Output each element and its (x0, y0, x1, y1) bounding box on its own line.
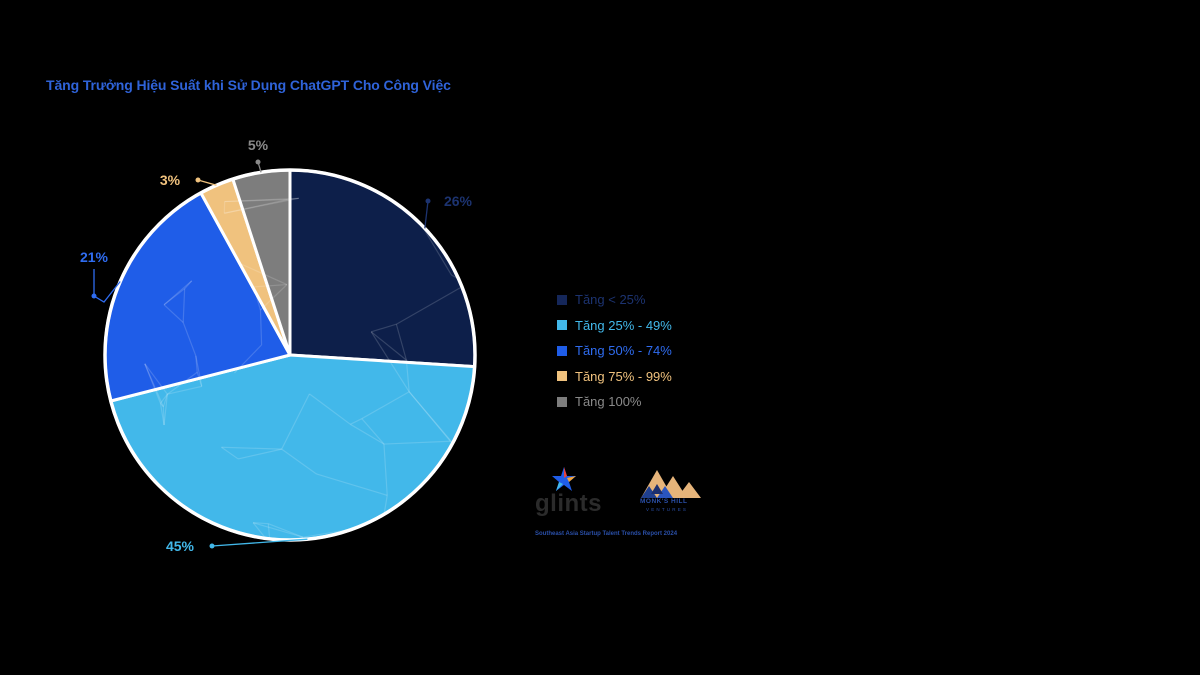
glints-star-icon (552, 467, 576, 491)
data-label-100: 5% (248, 137, 269, 153)
monks-hill-logo-text: MONK'S HILL (640, 498, 688, 505)
callout-50-74: 21% (80, 249, 121, 303)
legend-label: Tăng 25% - 49% (575, 317, 672, 333)
legend-swatch (557, 396, 567, 407)
callout-100: 5% (248, 137, 269, 173)
data-label-lt-25: 26% (444, 193, 473, 209)
legend-swatch (557, 371, 567, 382)
legend-item-50-74: Tăng 50% - 74% (557, 338, 672, 364)
legend-label: Tăng 100% (575, 394, 642, 410)
monks-hill-logo-icon (641, 470, 701, 498)
legend-label: Tăng 50% - 74% (575, 343, 672, 359)
callout-lt-25: 26% (424, 193, 473, 229)
data-label-75-99: 3% (160, 172, 181, 188)
chart-legend: Tăng < 25% Tăng 25% - 49% Tăng 50% - 74% Tă… (557, 287, 672, 415)
data-label-50-74: 21% (80, 249, 109, 265)
ventures-logo-text: VENTURES (646, 507, 689, 512)
callout-25-49: 45% (166, 538, 308, 554)
legend-item-lt-25: Tăng < 25% (557, 287, 672, 313)
logos-area: glints MONK'S HILL VENTURES Southeast As… (533, 466, 713, 542)
legend-swatch (557, 345, 567, 356)
data-label-25-49: 45% (166, 538, 195, 554)
legend-item-100: Tăng 100% (557, 389, 672, 415)
callout-75-99: 3% (160, 172, 217, 188)
legend-swatch (557, 320, 567, 331)
glints-logo-text: glints (535, 490, 602, 517)
report-caption: Southeast Asia Startup Talent Trends Rep… (535, 531, 678, 537)
legend-swatch (557, 294, 567, 305)
legend-label: Tăng 75% - 99% (575, 368, 672, 384)
legend-label: Tăng < 25% (575, 292, 646, 308)
legend-item-75-99: Tăng 75% - 99% (557, 364, 672, 390)
chart-title: Tăng Trưởng Hiệu Suất khi Sử Dụng ChatGP… (46, 77, 451, 93)
legend-item-25-49: Tăng 25% - 49% (557, 313, 672, 339)
